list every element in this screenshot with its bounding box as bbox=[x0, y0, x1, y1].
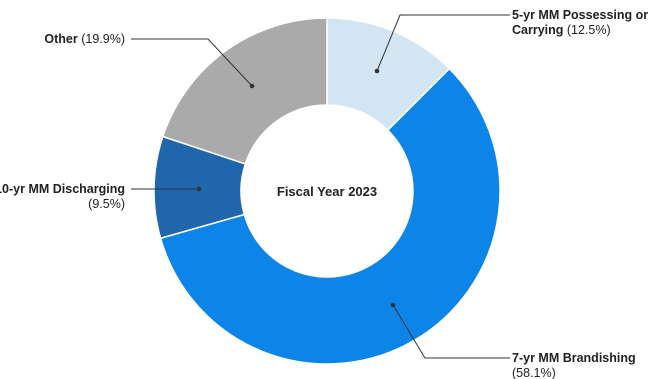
leader-line bbox=[376, 14, 510, 72]
slice-other bbox=[161, 17, 328, 165]
leader-lines bbox=[131, 14, 510, 359]
slice-label: 7-yr MM Brandishing (58.1%) bbox=[512, 351, 636, 379]
slice-label: 5-yr MM Possessing or Carrying (12.5%) bbox=[512, 8, 648, 37]
slice-label: Other (19.9%) bbox=[44, 32, 125, 46]
center-label: Fiscal Year 2023 bbox=[277, 184, 377, 199]
leader-dot bbox=[390, 302, 396, 308]
slice-7-yr-mm-brandishing bbox=[159, 67, 501, 365]
leader-line bbox=[392, 304, 510, 359]
leader-dot bbox=[196, 186, 202, 192]
slice-label: 10-yr MM Discharging (9.5%) bbox=[0, 182, 125, 211]
leader-dot bbox=[249, 83, 255, 89]
leader-line bbox=[131, 38, 253, 87]
slice-labels: 5-yr MM Possessing or Carrying (12.5%) 7-y… bbox=[0, 8, 648, 379]
leader-dot bbox=[374, 68, 380, 74]
